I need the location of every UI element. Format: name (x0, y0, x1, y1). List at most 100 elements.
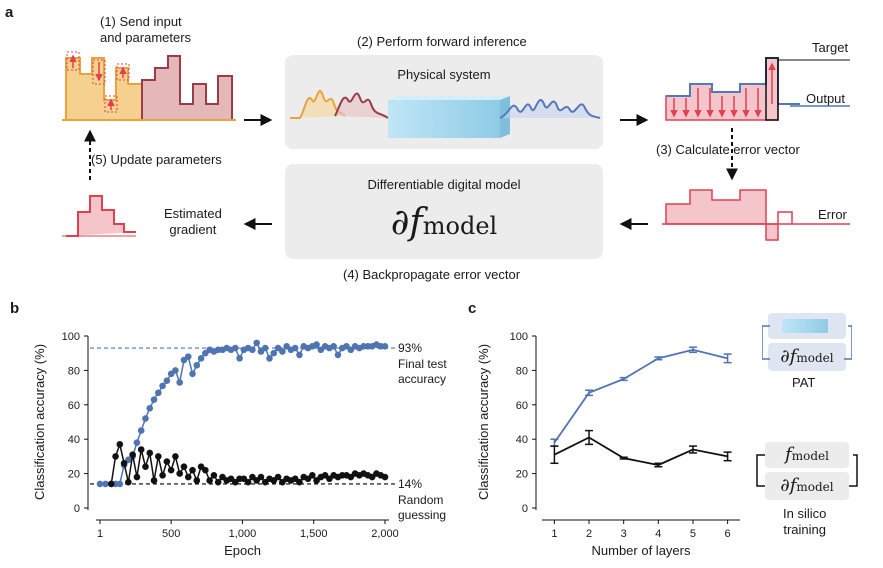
model-subscript: model (422, 212, 498, 240)
y-tick-label-c: 0 (522, 503, 528, 515)
data-point-b0 (313, 341, 320, 348)
x-tick-label-c: 1 (551, 528, 557, 540)
data-point-b1 (381, 473, 389, 481)
data-point-b1 (133, 473, 141, 481)
data-point-b1 (112, 453, 119, 460)
x-tick-label-c: 3 (621, 528, 627, 540)
data-point-b0 (330, 343, 337, 350)
partial-f: ∂f (390, 202, 423, 243)
y-tick-label-b: 100 (62, 331, 80, 343)
digital-model-box: Differentiable digital model ∂fmodel (285, 164, 603, 259)
x-tick-label-b: 2,000 (371, 528, 399, 540)
data-point-b0 (116, 480, 124, 488)
random-text-1-b: Random (398, 493, 443, 507)
target-output-plot (665, 57, 850, 121)
insilico-df-sub: model (796, 480, 834, 494)
data-point-b0 (96, 480, 104, 488)
data-point-b0 (142, 415, 149, 422)
insilico-df: ∂f (780, 475, 797, 496)
insilico-fmodel-box: fmodel (765, 442, 849, 468)
step3-label: (3) Calculate error vector (656, 142, 800, 157)
data-point-b0 (232, 344, 239, 352)
chart-c: 0 20 40 60 80 100 1 2 3 4 5 6 Number of layers Classi… (476, 331, 740, 558)
data-point-b0 (159, 382, 166, 390)
physical-system-title: Physical system (397, 67, 491, 82)
data-point-b1 (184, 473, 192, 481)
y-axis-label-b: Classification accuracy (%) (32, 344, 47, 500)
step5-label: (5) Update parameters (91, 152, 222, 167)
y-tick-label-b: 0 (74, 503, 80, 515)
pat-model-sub: model (796, 351, 834, 365)
panel-c-label: c (468, 300, 477, 317)
physical-waves (290, 90, 601, 138)
random-pct-b: 14% (398, 477, 422, 491)
data-point-b0 (137, 427, 145, 434)
series-line-c0 (553, 348, 728, 444)
final-text-1-b: Final test (398, 357, 447, 371)
data-point-b0 (279, 348, 286, 355)
data-point-b1 (274, 473, 282, 481)
estimated-gradient-label: Estimated gradient (164, 206, 222, 238)
data-point-b1 (137, 446, 145, 453)
data-point-b1 (116, 441, 124, 448)
y-tick-label-c: 20 (516, 469, 528, 481)
chart-b: 0 20 40 60 80 100 1 500 1,000 1,500 2,000 Epoch Clas… (32, 331, 447, 558)
pat-label: PAT (792, 375, 816, 390)
data-point-b1 (257, 473, 265, 481)
data-point-b1 (308, 472, 316, 479)
data-point-b0 (253, 339, 260, 347)
y-tick-label-b: 60 (68, 400, 80, 412)
pat-beam-icon (782, 319, 828, 333)
error-label: Error (818, 207, 847, 222)
x-tick-label-c: 5 (690, 528, 696, 540)
insilico-f-sub: model (791, 449, 829, 463)
data-point-b0 (381, 343, 389, 350)
data-point-b0 (266, 355, 273, 362)
random-text-2-b: guessing (398, 508, 446, 522)
step1-line2: and parameters (100, 30, 192, 45)
data-point-b1 (189, 466, 196, 474)
data-point-b1 (167, 466, 175, 474)
data-point-b1 (172, 453, 179, 460)
data-point-b1 (155, 453, 162, 460)
x-tick-label-b: 1,500 (300, 528, 328, 540)
data-point-b0 (334, 351, 342, 359)
data-point-b0 (261, 344, 269, 352)
x-axis-label-b: Epoch (224, 543, 261, 558)
data-point-b0 (172, 367, 179, 374)
data-point-b1 (244, 478, 252, 486)
insilico-label: In silico training (783, 506, 826, 538)
data-point-b1 (180, 463, 188, 471)
series-line-b0 (100, 341, 385, 485)
gradient-plot (62, 195, 136, 237)
data-point-b0 (249, 346, 256, 354)
output-label: Output (806, 91, 846, 106)
data-point-b1 (107, 480, 115, 488)
data-point-b0 (133, 439, 141, 446)
data-point-b0 (155, 389, 162, 397)
step2-label: (2) Perform forward inference (357, 34, 527, 49)
y-tick-label-c: 80 (516, 365, 528, 377)
data-point-b0 (296, 351, 303, 359)
data-point-b1 (146, 449, 154, 457)
data-point-b1 (142, 463, 149, 471)
target-label: Target (812, 40, 849, 55)
step1-line1: (1) Send input (100, 14, 182, 29)
data-point-b1 (176, 470, 183, 477)
panel-a-label: a (5, 4, 14, 21)
data-point-b1 (129, 451, 136, 458)
y-tick-label-b: 20 (68, 469, 80, 481)
y-tick-label-c: 100 (510, 331, 528, 343)
data-point-b1 (163, 458, 171, 465)
final-text-2-b: accuracy (398, 372, 446, 386)
data-point-b0 (184, 353, 192, 360)
digital-model-symbol: ∂fmodel (285, 202, 603, 243)
data-point-b0 (193, 361, 201, 369)
x-tick-label-b: 1,000 (229, 528, 257, 540)
y-axis-label-c: Classification accuracy (%) (476, 344, 491, 500)
insilico-icon: fmodel ∂fmodel (755, 442, 859, 502)
x-axis-label-c: Number of layers (592, 543, 691, 558)
x-tick-label-b: 1 (97, 528, 103, 540)
estimated-line2: gradient (169, 222, 217, 237)
input-parameter-signal (62, 51, 236, 121)
